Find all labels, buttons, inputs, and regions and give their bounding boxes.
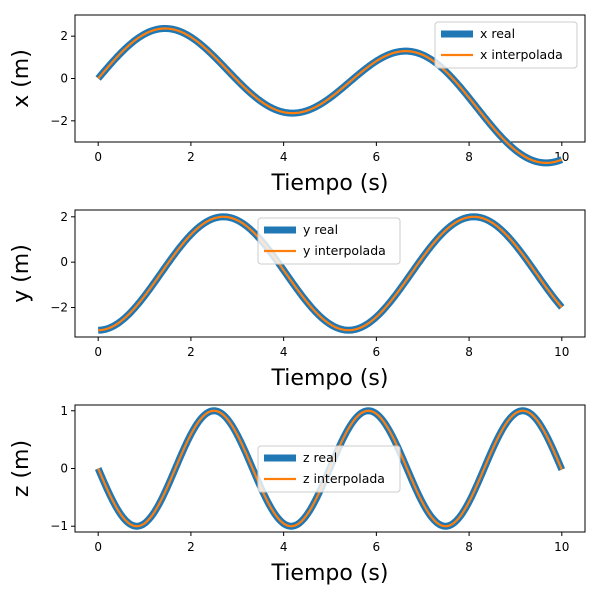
x-tick-label: 8 bbox=[465, 150, 473, 164]
chart-panel-3: 0 2 4 6 8 10 −1 0 1 Tiempo (s) z (m) z real z interp… bbox=[9, 404, 586, 586]
y-axis-title: y (m) bbox=[9, 244, 34, 303]
y-tick-label: −2 bbox=[50, 301, 68, 315]
y-tick-label: 0 bbox=[60, 72, 68, 86]
y-tick-label: −1 bbox=[50, 519, 68, 533]
y-axis-title: z (m) bbox=[9, 440, 34, 497]
legend-label: y interpolada bbox=[303, 243, 386, 258]
x-tick-label: 2 bbox=[187, 540, 195, 554]
x-tick-label: 4 bbox=[280, 540, 288, 554]
legend-label: z real bbox=[303, 450, 337, 465]
x-tick-label: 6 bbox=[373, 540, 381, 554]
legend: z real z interpolada bbox=[257, 445, 401, 493]
legend: x real x interpolada bbox=[434, 21, 578, 69]
x-tick-label: 2 bbox=[187, 345, 195, 359]
y-tick-label: 2 bbox=[60, 29, 68, 43]
x-tick-label: 8 bbox=[465, 345, 473, 359]
x-tick-label: 4 bbox=[280, 150, 288, 164]
x-axis-title: Tiempo (s) bbox=[271, 561, 389, 586]
chart-panel-2: 0 2 4 6 8 10 −2 0 2 Tiempo (s) y (m) y real y interp… bbox=[9, 209, 586, 391]
x-tick-label: 10 bbox=[554, 540, 569, 554]
y-tick-label: −2 bbox=[50, 114, 68, 128]
legend-label: y real bbox=[303, 222, 338, 237]
x-tick-label: 6 bbox=[373, 345, 381, 359]
x-tick-label: 4 bbox=[280, 345, 288, 359]
y-tick-label: 2 bbox=[60, 210, 68, 224]
legend-label: z interpolada bbox=[303, 471, 385, 486]
x-axis-title: Tiempo (s) bbox=[271, 171, 389, 196]
x-tick-label: 2 bbox=[187, 150, 195, 164]
x-tick-label: 0 bbox=[94, 540, 102, 554]
legend-label: x real bbox=[480, 26, 515, 41]
y-tick-label: 1 bbox=[60, 404, 68, 418]
legend: y real y interpolada bbox=[257, 217, 401, 265]
x-tick-label: 0 bbox=[94, 345, 102, 359]
plot-frame bbox=[74, 209, 586, 338]
x-tick-label: 0 bbox=[94, 150, 102, 164]
y-tick-label: 0 bbox=[60, 255, 68, 269]
y-tick-label: 0 bbox=[60, 462, 68, 476]
series-line-x-interpolada bbox=[97, 27, 563, 164]
x-tick-label: 6 bbox=[373, 150, 381, 164]
legend-label: x interpolada bbox=[480, 47, 563, 62]
x-tick-label: 8 bbox=[465, 540, 473, 554]
y-axis-title: x (m) bbox=[9, 49, 34, 108]
x-axis-title: Tiempo (s) bbox=[271, 366, 389, 391]
x-tick-label: 10 bbox=[554, 345, 569, 359]
series-line-y-interpolada bbox=[98, 215, 563, 332]
